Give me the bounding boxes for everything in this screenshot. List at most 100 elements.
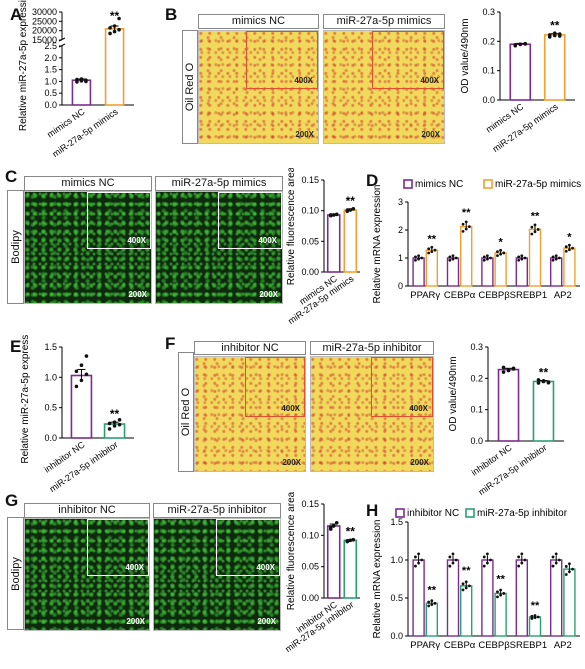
data-point bbox=[417, 561, 420, 565]
bar bbox=[412, 559, 425, 637]
zoom-inset: 400X bbox=[87, 519, 149, 576]
stain-label-bodipy: Bodipy bbox=[7, 190, 24, 304]
bar bbox=[104, 27, 125, 106]
data-point bbox=[414, 255, 417, 259]
category-label: CEBPβ bbox=[478, 290, 510, 301]
data-point bbox=[420, 256, 424, 260]
zoom-inset: 400X bbox=[218, 192, 282, 249]
zoom-inset: 400X bbox=[246, 31, 318, 89]
bar bbox=[515, 257, 528, 287]
data-point bbox=[331, 524, 336, 528]
y-tick-label: 0.5 bbox=[44, 88, 57, 98]
data-point bbox=[430, 245, 434, 249]
header-mimics-nc: mimics NC bbox=[24, 176, 152, 191]
data-point bbox=[112, 29, 117, 34]
category-label: SREBP1 bbox=[510, 290, 548, 301]
data-point bbox=[107, 427, 112, 431]
data-point bbox=[334, 212, 339, 217]
bar bbox=[460, 585, 473, 637]
significance-mark: ** bbox=[531, 600, 540, 612]
data-point bbox=[79, 77, 84, 81]
data-point bbox=[496, 250, 499, 254]
data-point bbox=[464, 227, 468, 231]
data-point bbox=[568, 243, 571, 247]
data-point bbox=[417, 552, 420, 556]
data-point bbox=[511, 366, 516, 371]
header-inhibitor-nc: inhibitor NC bbox=[194, 341, 306, 355]
data-point bbox=[75, 77, 79, 82]
data-point bbox=[530, 225, 534, 229]
data-point bbox=[533, 614, 537, 617]
y-tick-label: 2.0 bbox=[44, 53, 57, 63]
significance-mark: ** bbox=[539, 366, 549, 380]
data-point bbox=[348, 208, 353, 212]
header-mimics-nc: mimics NC bbox=[198, 14, 319, 29]
data-point bbox=[571, 246, 574, 250]
magnification-400x: 400X bbox=[256, 563, 275, 572]
zoom-inset: 400X bbox=[372, 31, 444, 89]
magnification-200x: 200X bbox=[128, 290, 147, 299]
y-axis-label: Relative mRNA expression bbox=[372, 185, 383, 304]
bar bbox=[528, 228, 542, 287]
data-point bbox=[520, 561, 524, 565]
data-point bbox=[554, 257, 558, 261]
data-point bbox=[568, 562, 571, 566]
panel-label-d: D bbox=[366, 171, 379, 190]
data-point bbox=[546, 380, 551, 385]
magnification-200x: 200X bbox=[295, 130, 314, 139]
magnification-200x: 200X bbox=[282, 458, 301, 467]
bar bbox=[549, 257, 563, 287]
magnification-400x: 400X bbox=[258, 236, 277, 245]
y-tick-label: 15000 bbox=[32, 35, 57, 45]
data-point bbox=[351, 207, 356, 211]
chart-c-fluorescence: 0.00 0.05 0.10 0.15 Relative fluorescence ar… bbox=[286, 168, 360, 326]
data-point bbox=[334, 521, 339, 525]
y-tick-label: 0.5 bbox=[390, 593, 403, 603]
magnification-200x: 200X bbox=[126, 617, 145, 626]
micrograph-oil-inhibitor: 400X 200X bbox=[310, 356, 434, 472]
header-inhibitor: miR-27a-5p inhibitor bbox=[153, 503, 281, 518]
micrograph-bodipy-mimics: 400X 200X bbox=[155, 191, 283, 304]
significance-mark: ** bbox=[110, 407, 120, 421]
data-point bbox=[554, 561, 558, 565]
data-point bbox=[107, 421, 112, 426]
chart-g-fluorescence: 0.00 0.05 0.10 0.15 Relative fluorescence ar… bbox=[284, 492, 360, 654]
y-tick-label: 1.0 bbox=[44, 372, 57, 382]
data-point bbox=[520, 552, 524, 556]
data-point bbox=[536, 615, 540, 619]
data-point bbox=[547, 33, 552, 37]
category-label: miR-27a-5p mimics bbox=[491, 101, 561, 154]
data-point bbox=[427, 600, 431, 604]
panel-label-c: C bbox=[5, 167, 18, 186]
bar bbox=[446, 559, 460, 637]
data-point bbox=[108, 26, 112, 30]
data-point bbox=[417, 254, 420, 258]
data-point bbox=[461, 588, 465, 592]
data-point bbox=[554, 552, 558, 556]
y-tick-label: 0.1 bbox=[482, 66, 495, 76]
y-tick-label: 1.0 bbox=[44, 76, 57, 86]
significance-mark: ** bbox=[110, 9, 120, 23]
data-point bbox=[430, 250, 434, 253]
y-tick-label: 0.10 bbox=[301, 206, 319, 216]
y-tick-label: 0.5 bbox=[44, 403, 57, 413]
data-point bbox=[551, 255, 555, 259]
significance-mark: ** bbox=[462, 207, 471, 219]
data-point bbox=[117, 27, 121, 32]
bar bbox=[532, 380, 555, 442]
y-tick-label: 1.5 bbox=[44, 65, 57, 75]
panel-label-e: E bbox=[10, 337, 22, 356]
data-point bbox=[112, 424, 117, 428]
data-point bbox=[79, 363, 84, 367]
data-point bbox=[557, 256, 561, 260]
bar bbox=[494, 592, 507, 637]
bar bbox=[528, 616, 542, 637]
data-point bbox=[551, 258, 555, 262]
chart-e-mir-expression: 0.0 0.5 1.0 1.5 Relative miR-27a-5p expressi… bbox=[20, 335, 134, 494]
y-tick-label: 30000 bbox=[32, 7, 57, 17]
significance-mark: ** bbox=[462, 565, 471, 577]
bar bbox=[326, 525, 341, 599]
y-tick-label: 0.05 bbox=[301, 562, 319, 572]
